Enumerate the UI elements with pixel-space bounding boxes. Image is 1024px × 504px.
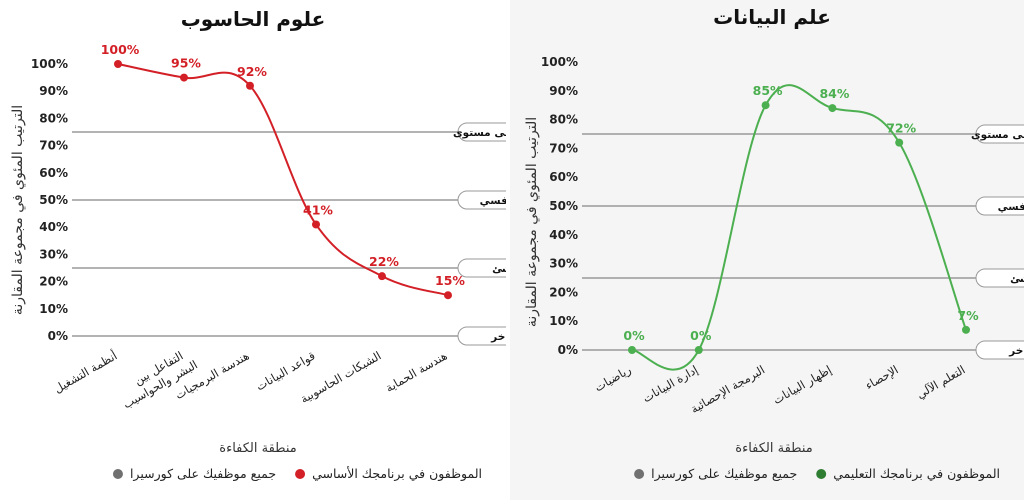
reference-label: أعلى مستوى xyxy=(453,122,527,142)
y-axis-label: الترتيب المئوي في مجموعة المقارنة xyxy=(524,117,540,327)
y-tick-label: 70% xyxy=(549,141,578,155)
data-point xyxy=(761,101,770,110)
y-tick-label: 50% xyxy=(39,193,68,207)
y-tick-label: 30% xyxy=(549,257,578,271)
reference-label-text: ناشئ xyxy=(492,263,506,275)
chart-computer-science: علوم الحاسوب 0% 10% 20% 30% 40% 50% 60% 70% 80% 90… xyxy=(10,7,527,482)
x-axis-label: منطقة الكفاءة xyxy=(735,441,812,456)
chart-title: علم البيانات xyxy=(713,5,831,29)
legend-item-label: جميع موظفيك على كورسيرا xyxy=(651,466,797,482)
legend: الموظفون في برنامجك التعليمي جميع موظفيك … xyxy=(634,466,1000,482)
data-point xyxy=(246,81,254,90)
y-axis-label: الترتيب المئوي في مجموعة المقارنة xyxy=(10,105,26,315)
reference-label: تنافسي xyxy=(457,190,527,210)
reference-label-text: تنافسي xyxy=(998,201,1024,213)
y-tick-label: 0% xyxy=(48,329,68,343)
y-tick-label: 20% xyxy=(39,275,68,289)
x-tick-label: رياضيات xyxy=(592,362,634,395)
data-point xyxy=(694,346,703,354)
data-point xyxy=(114,60,122,68)
legend-item-label: الموظفون في برنامجك الأساسي xyxy=(312,466,482,482)
data-label: 84% xyxy=(819,86,849,101)
data-point xyxy=(895,138,904,147)
y-tick-label: 70% xyxy=(39,139,68,153)
y-tick-label: 50% xyxy=(549,199,578,213)
y-tick-label: 30% xyxy=(39,247,68,261)
y-tick-label: 0% xyxy=(558,343,578,357)
y-tick-label: 80% xyxy=(549,113,578,127)
data-point xyxy=(628,346,636,354)
legend-item-label: جميع موظفيك على كورسيرا xyxy=(130,466,276,482)
y-tick-label: 100% xyxy=(541,55,578,69)
data-label: 72% xyxy=(886,121,916,136)
reference-label-box xyxy=(975,268,1024,288)
reference-label: ناشئ xyxy=(975,268,1024,288)
reference-label-text: ناشئ xyxy=(1010,273,1024,285)
x-tick-label: التفاعل بينالبشر والحواسيب xyxy=(113,344,200,412)
legend: الموظفون في برنامجك الأساسي جميع موظفيك ع… xyxy=(112,466,482,482)
reference-label-text: متأخر xyxy=(1008,343,1024,357)
data-label: 95% xyxy=(171,56,201,71)
y-tick-label: 90% xyxy=(39,84,68,98)
data-label: 41% xyxy=(303,202,333,217)
reference-label: متأخر xyxy=(457,326,527,346)
y-tick-label: 90% xyxy=(549,84,578,98)
data-label: 22% xyxy=(369,254,399,269)
y-tick-label: 80% xyxy=(39,111,68,125)
reference-label-box xyxy=(975,196,1024,216)
chart-panel-computer-science: علوم الحاسوب 0% 10% 20% 30% 40% 50% 60% 70% 80% 90… xyxy=(0,0,527,500)
data-label: 100% xyxy=(101,42,140,57)
data-point xyxy=(962,325,970,334)
x-tick-label: التعلم الآلي xyxy=(914,362,967,401)
y-tick-label: 60% xyxy=(549,170,578,184)
chart-data-science: علم البيانات 0% 10% 20% 30% 40% 50% 60% 70% 80% 90… xyxy=(524,5,1024,482)
reference-label-box xyxy=(975,340,1024,360)
legend-marker xyxy=(816,469,827,479)
reference-label-text: أعلى مستوى xyxy=(971,127,1024,141)
reference-label: ناشئ xyxy=(457,258,527,278)
legend-item-label: الموظفون في برنامجك التعليمي xyxy=(833,466,1000,482)
data-label: 0% xyxy=(623,328,645,343)
chart-panel-data-science: علم البيانات 0% 10% 20% 30% 40% 50% 60% 70% 80% 90… xyxy=(510,0,1024,500)
y-tick-label: 10% xyxy=(549,314,578,328)
y-tick-label: 40% xyxy=(549,228,578,242)
data-point xyxy=(828,104,837,113)
data-label: 92% xyxy=(237,64,267,79)
data-point xyxy=(378,272,386,281)
chart-title: علوم الحاسوب xyxy=(181,7,326,31)
data-point xyxy=(180,73,188,82)
data-label: 15% xyxy=(435,273,465,288)
y-tick-label: 60% xyxy=(39,166,68,180)
x-tick-label: إظهار البيانات xyxy=(771,362,835,408)
data-point xyxy=(444,291,452,300)
reference-label: تنافسي xyxy=(975,196,1024,216)
reference-label: متأخر xyxy=(975,340,1024,360)
reference-label-text: أعلى مستوى xyxy=(453,125,506,139)
reference-label-box xyxy=(975,124,1024,144)
reference-label: أعلى مستوى xyxy=(971,124,1024,144)
y-tick-label: 100% xyxy=(31,57,68,71)
data-point xyxy=(312,220,320,229)
x-tick-label: أنظمة التشغيل xyxy=(51,348,120,396)
y-tick-label: 20% xyxy=(549,285,578,299)
reference-label-text: متأخر xyxy=(490,329,506,343)
x-tick-label: هندسة الحماية xyxy=(383,348,449,394)
data-label: 85% xyxy=(753,83,783,98)
x-axis-label: منطقة الكفاءة xyxy=(219,441,296,456)
legend-marker xyxy=(295,469,306,479)
legend-marker xyxy=(634,469,645,479)
data-label: 7% xyxy=(957,308,979,323)
x-tick-label: البرمجة الإحصائية xyxy=(688,362,767,417)
data-label: 0% xyxy=(690,328,712,343)
y-tick-label: 10% xyxy=(39,302,68,316)
y-tick-label: 40% xyxy=(39,220,68,234)
reference-label-text: تنافسي xyxy=(480,195,506,207)
legend-marker xyxy=(112,469,123,479)
x-tick-label: الإحصاء xyxy=(863,362,901,392)
